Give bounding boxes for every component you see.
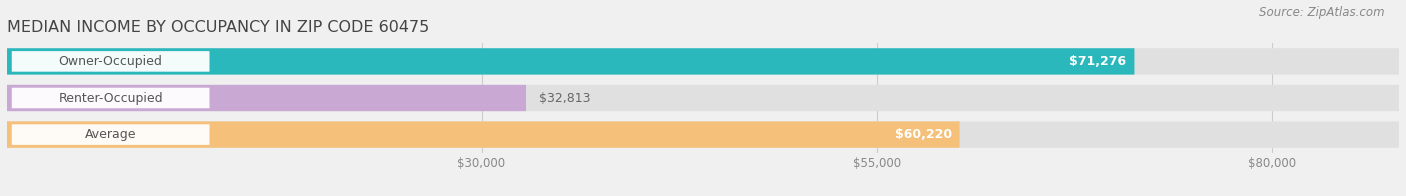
Text: Average: Average [84, 128, 136, 141]
Text: Owner-Occupied: Owner-Occupied [59, 55, 163, 68]
Text: $71,276: $71,276 [1070, 55, 1126, 68]
FancyBboxPatch shape [7, 85, 526, 111]
Text: Renter-Occupied: Renter-Occupied [58, 92, 163, 104]
Text: Source: ZipAtlas.com: Source: ZipAtlas.com [1260, 6, 1385, 19]
FancyBboxPatch shape [7, 121, 1399, 148]
FancyBboxPatch shape [7, 121, 959, 148]
Text: $32,813: $32,813 [538, 92, 591, 104]
FancyBboxPatch shape [7, 48, 1399, 75]
Text: $60,220: $60,220 [894, 128, 952, 141]
FancyBboxPatch shape [7, 48, 1135, 75]
Text: MEDIAN INCOME BY OCCUPANCY IN ZIP CODE 60475: MEDIAN INCOME BY OCCUPANCY IN ZIP CODE 6… [7, 20, 429, 35]
FancyBboxPatch shape [11, 124, 209, 145]
FancyBboxPatch shape [11, 88, 209, 108]
FancyBboxPatch shape [7, 85, 1399, 111]
FancyBboxPatch shape [11, 51, 209, 72]
